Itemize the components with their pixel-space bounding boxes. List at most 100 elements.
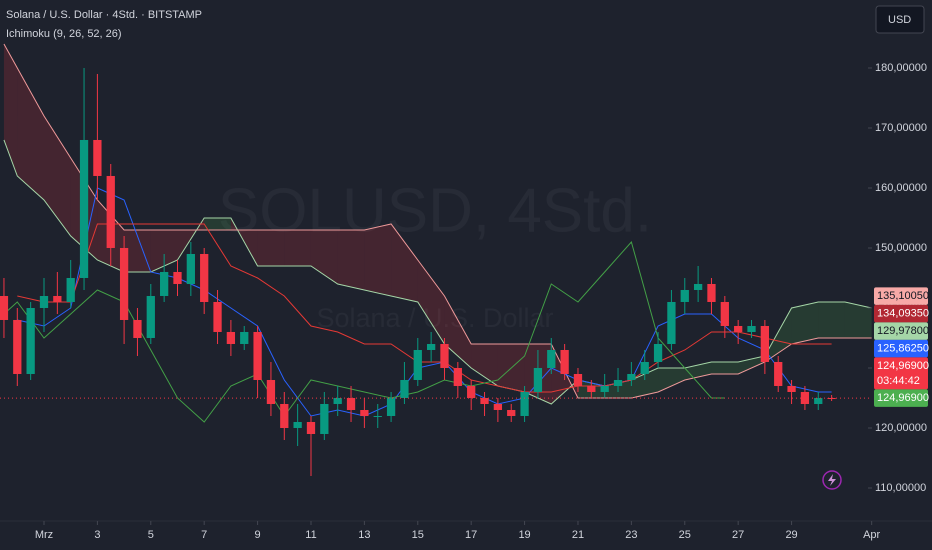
candle-body	[253, 331, 262, 380]
candle-body	[266, 379, 276, 404]
x-tick-label: 29	[785, 529, 797, 541]
cloud-fill	[364, 223, 392, 296]
x-tick-label: 27	[732, 529, 744, 541]
price-label-box	[874, 357, 928, 390]
cloud-fill	[417, 259, 445, 344]
cloud-fill	[337, 229, 365, 290]
indicator-line	[17, 187, 832, 417]
cloud-line	[3, 43, 872, 399]
price-label: 134,09350	[877, 308, 929, 320]
x-tick-label: 5	[148, 529, 154, 541]
candle-body	[693, 283, 703, 290]
x-tick-label: Mrz	[35, 529, 53, 541]
candle-body	[573, 373, 583, 386]
candle-body	[186, 253, 195, 284]
cloud-fill	[3, 43, 18, 176]
cloud-fill	[17, 67, 44, 200]
x-tick-label: 15	[412, 529, 424, 541]
candle-body	[333, 397, 342, 404]
x-tick-label: Apr	[863, 529, 880, 541]
y-tick-label: 180,00000	[875, 62, 927, 74]
cloud-fill	[844, 301, 872, 338]
candle-body	[480, 397, 489, 404]
candle-body	[680, 289, 689, 302]
price-label-box	[874, 304, 928, 323]
candle-body	[774, 361, 783, 386]
indicator-line	[3, 240, 725, 423]
y-tick-label: 170,00000	[875, 122, 927, 134]
price-label: 124,96900	[877, 360, 929, 372]
currency-label[interactable]: USD	[888, 14, 911, 26]
candle-body	[560, 349, 569, 374]
candle-body	[760, 325, 770, 362]
candle-body	[53, 295, 62, 302]
candle-body	[787, 385, 796, 392]
candle-body	[453, 367, 462, 386]
candle-body	[493, 403, 503, 410]
candle-body	[720, 301, 729, 326]
price-label-box	[874, 339, 928, 358]
candle-body	[133, 319, 142, 338]
candle-body	[360, 409, 369, 416]
indicator-label: Ichimoku (9, 26, 52, 26)	[6, 28, 122, 40]
candle-body	[467, 385, 476, 398]
x-tick-label: 23	[625, 529, 637, 541]
candle-body	[320, 403, 329, 434]
candle-body	[627, 373, 636, 380]
candle-body	[93, 139, 102, 176]
candle-body	[66, 277, 75, 302]
candle-body	[587, 385, 596, 392]
cloud-fill	[204, 217, 231, 230]
x-tick-label: 7	[201, 529, 207, 541]
price-label-box	[874, 287, 928, 305]
candle-body	[173, 271, 182, 284]
candle-body	[520, 391, 529, 416]
cloud-fill	[738, 355, 765, 374]
candle-body	[440, 343, 449, 368]
cloud-line	[3, 139, 872, 405]
cloud-fill	[764, 307, 792, 362]
candle-body	[160, 271, 169, 296]
x-tick-label: 19	[518, 529, 530, 541]
plot	[0, 43, 872, 476]
candle-body	[613, 379, 623, 386]
candle-body	[426, 343, 436, 350]
candle-body	[346, 397, 356, 410]
candle-body	[600, 385, 609, 392]
candle-body	[200, 253, 209, 302]
cloud-fill	[310, 229, 338, 284]
candle-body	[226, 331, 236, 344]
candle-body	[413, 349, 422, 380]
price-label: 129,97800	[877, 325, 929, 337]
candle-body	[119, 247, 129, 320]
price-label: 124,96900	[877, 392, 929, 404]
candle-body	[533, 367, 543, 392]
cloud-fill	[257, 229, 285, 266]
x-tick-label: 25	[679, 529, 691, 541]
cloud-fill	[711, 361, 739, 374]
cloud-fill	[658, 367, 685, 392]
y-tick-label: 120,00000	[875, 422, 927, 434]
candle-body	[146, 295, 155, 338]
x-tick-label: 21	[572, 529, 584, 541]
candle-body	[280, 403, 289, 428]
watermark-subtitle: Solana / U.S. Dollar	[316, 303, 553, 333]
candle-body	[400, 379, 409, 398]
alert-icon-bolt	[828, 474, 836, 486]
candle-body	[734, 325, 743, 332]
cloud-fill	[444, 295, 472, 368]
candle-body	[373, 415, 382, 417]
candle-body	[814, 397, 823, 404]
cloud-fill	[631, 367, 659, 398]
cloud-fill	[150, 229, 178, 272]
y-tick-label: 110,00000	[875, 482, 926, 494]
chart-title: Solana / U.S. Dollar · 4Std. · BITSTAMP	[6, 9, 202, 21]
x-tick-label: 13	[358, 529, 370, 541]
x-tick-label: 3	[94, 529, 100, 541]
cloud-fill	[284, 229, 311, 266]
currency-button[interactable]	[875, 5, 925, 34]
y-tick-label: 150,00000	[875, 242, 927, 254]
candle-body	[653, 343, 663, 362]
